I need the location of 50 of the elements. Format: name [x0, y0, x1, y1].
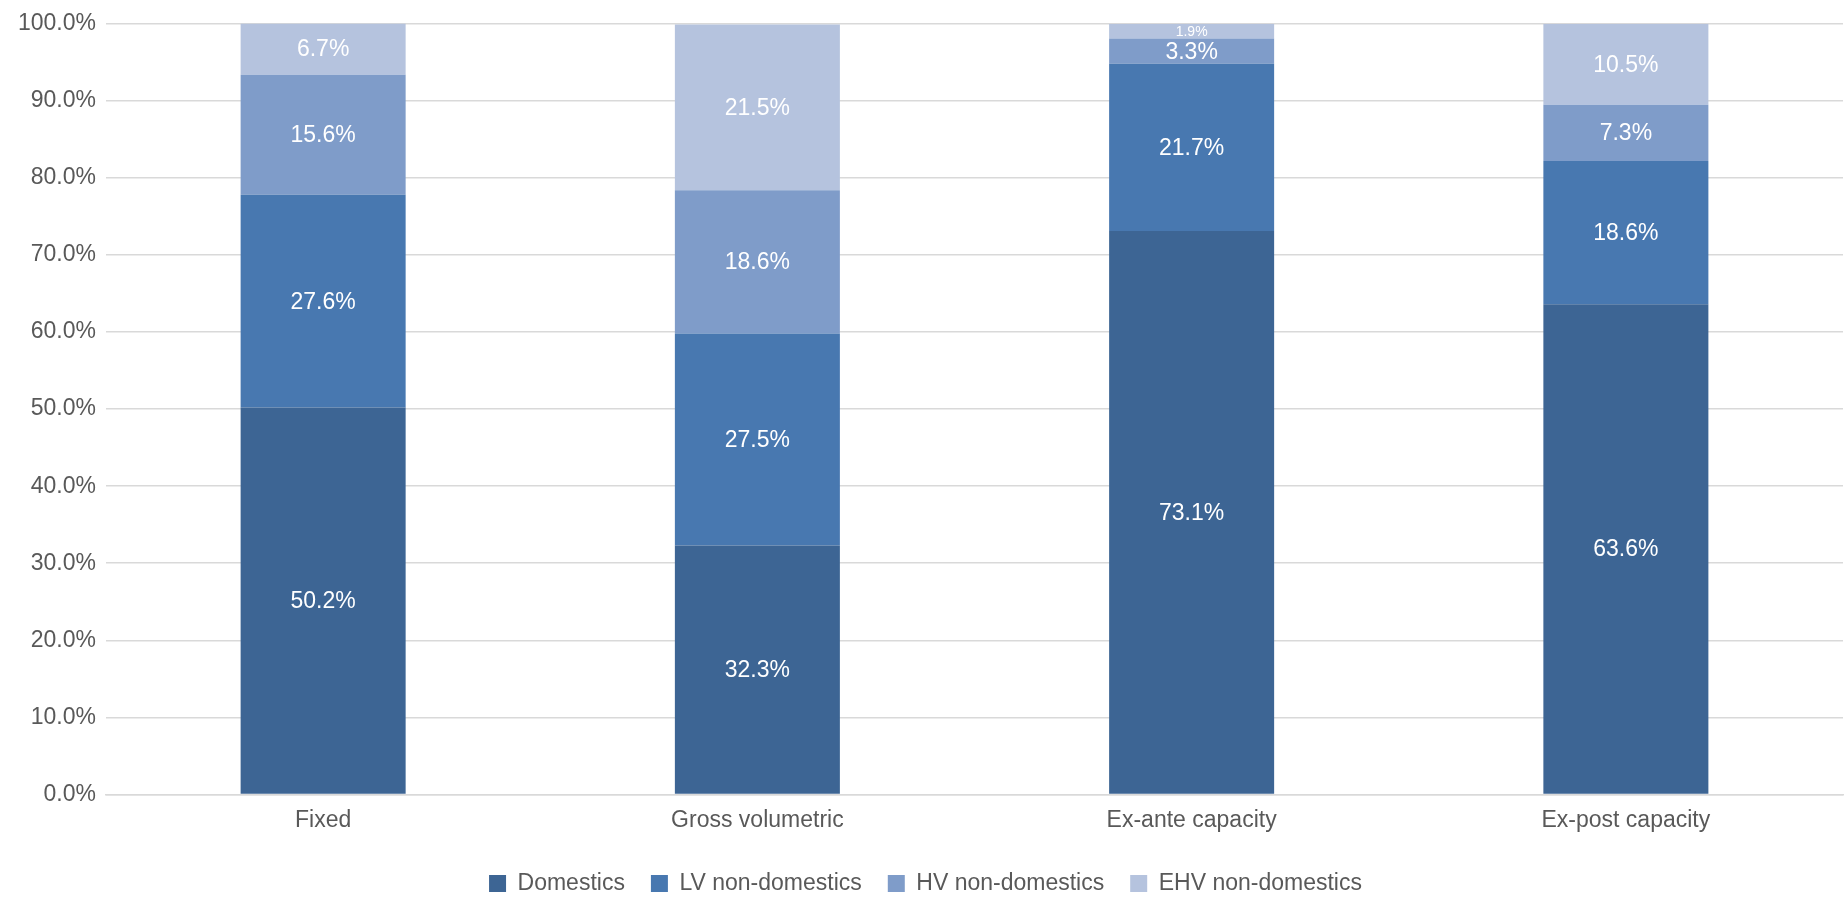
y-tick-label: 10.0% — [30, 702, 97, 729]
bar — [1543, 304, 1709, 794]
bar — [1109, 231, 1275, 794]
data-label: 18.6% — [1593, 218, 1659, 245]
bar — [240, 23, 406, 75]
x-tick-label: Fixed — [295, 805, 352, 832]
bar — [1543, 160, 1709, 305]
y-tick-label: 70.0% — [30, 240, 97, 267]
y-tick-label: 50.0% — [30, 394, 97, 421]
x-tick-label: Gross volumetric — [671, 805, 844, 832]
legend-label: HV non-domestics — [916, 868, 1105, 895]
bar — [1543, 23, 1709, 105]
bar — [1543, 104, 1709, 161]
data-label: 21.7% — [1159, 133, 1225, 160]
data-label: 73.1% — [1159, 498, 1225, 525]
y-tick-label: 60.0% — [30, 317, 97, 344]
bar — [674, 24, 840, 191]
data-label: 63.6% — [1593, 535, 1659, 562]
data-label: 18.6% — [724, 248, 790, 275]
y-tick-label: 100.0% — [17, 9, 97, 36]
bar — [674, 190, 840, 334]
bar — [1109, 38, 1275, 64]
data-label: 21.5% — [724, 93, 790, 120]
legend-label: Domestics — [517, 868, 625, 895]
y-tick-label: 20.0% — [30, 625, 97, 652]
y-tick-label: 40.0% — [30, 471, 97, 498]
data-label: 50.2% — [290, 586, 356, 613]
bar — [240, 407, 406, 794]
data-label: 6.7% — [296, 35, 350, 62]
bar — [1109, 63, 1275, 232]
legend-label: EHV non-domestics — [1158, 868, 1362, 895]
data-label: 15.6% — [290, 121, 356, 148]
y-tick-label: 80.0% — [30, 163, 97, 190]
bar — [240, 74, 406, 195]
bar — [240, 194, 406, 408]
data-label: 27.6% — [290, 287, 356, 314]
y-tick-label: 90.0% — [30, 86, 97, 113]
data-label: 27.5% — [724, 425, 790, 452]
y-tick-label: 0.0% — [43, 779, 97, 806]
bar — [674, 333, 840, 546]
x-tick-label: Ex-post capacity — [1541, 805, 1711, 832]
data-label: 3.3% — [1165, 37, 1218, 64]
data-label: 32.3% — [724, 655, 790, 682]
y-tick-label: 30.0% — [30, 548, 97, 575]
bar — [674, 545, 840, 794]
x-tick-label: Ex-ante capacity — [1106, 805, 1278, 832]
data-label: 10.5% — [1593, 50, 1659, 77]
data-label: 7.3% — [1599, 119, 1653, 146]
data-label: 1.9% — [1175, 22, 1208, 39]
legend-label: LV non-domestics — [679, 868, 862, 895]
